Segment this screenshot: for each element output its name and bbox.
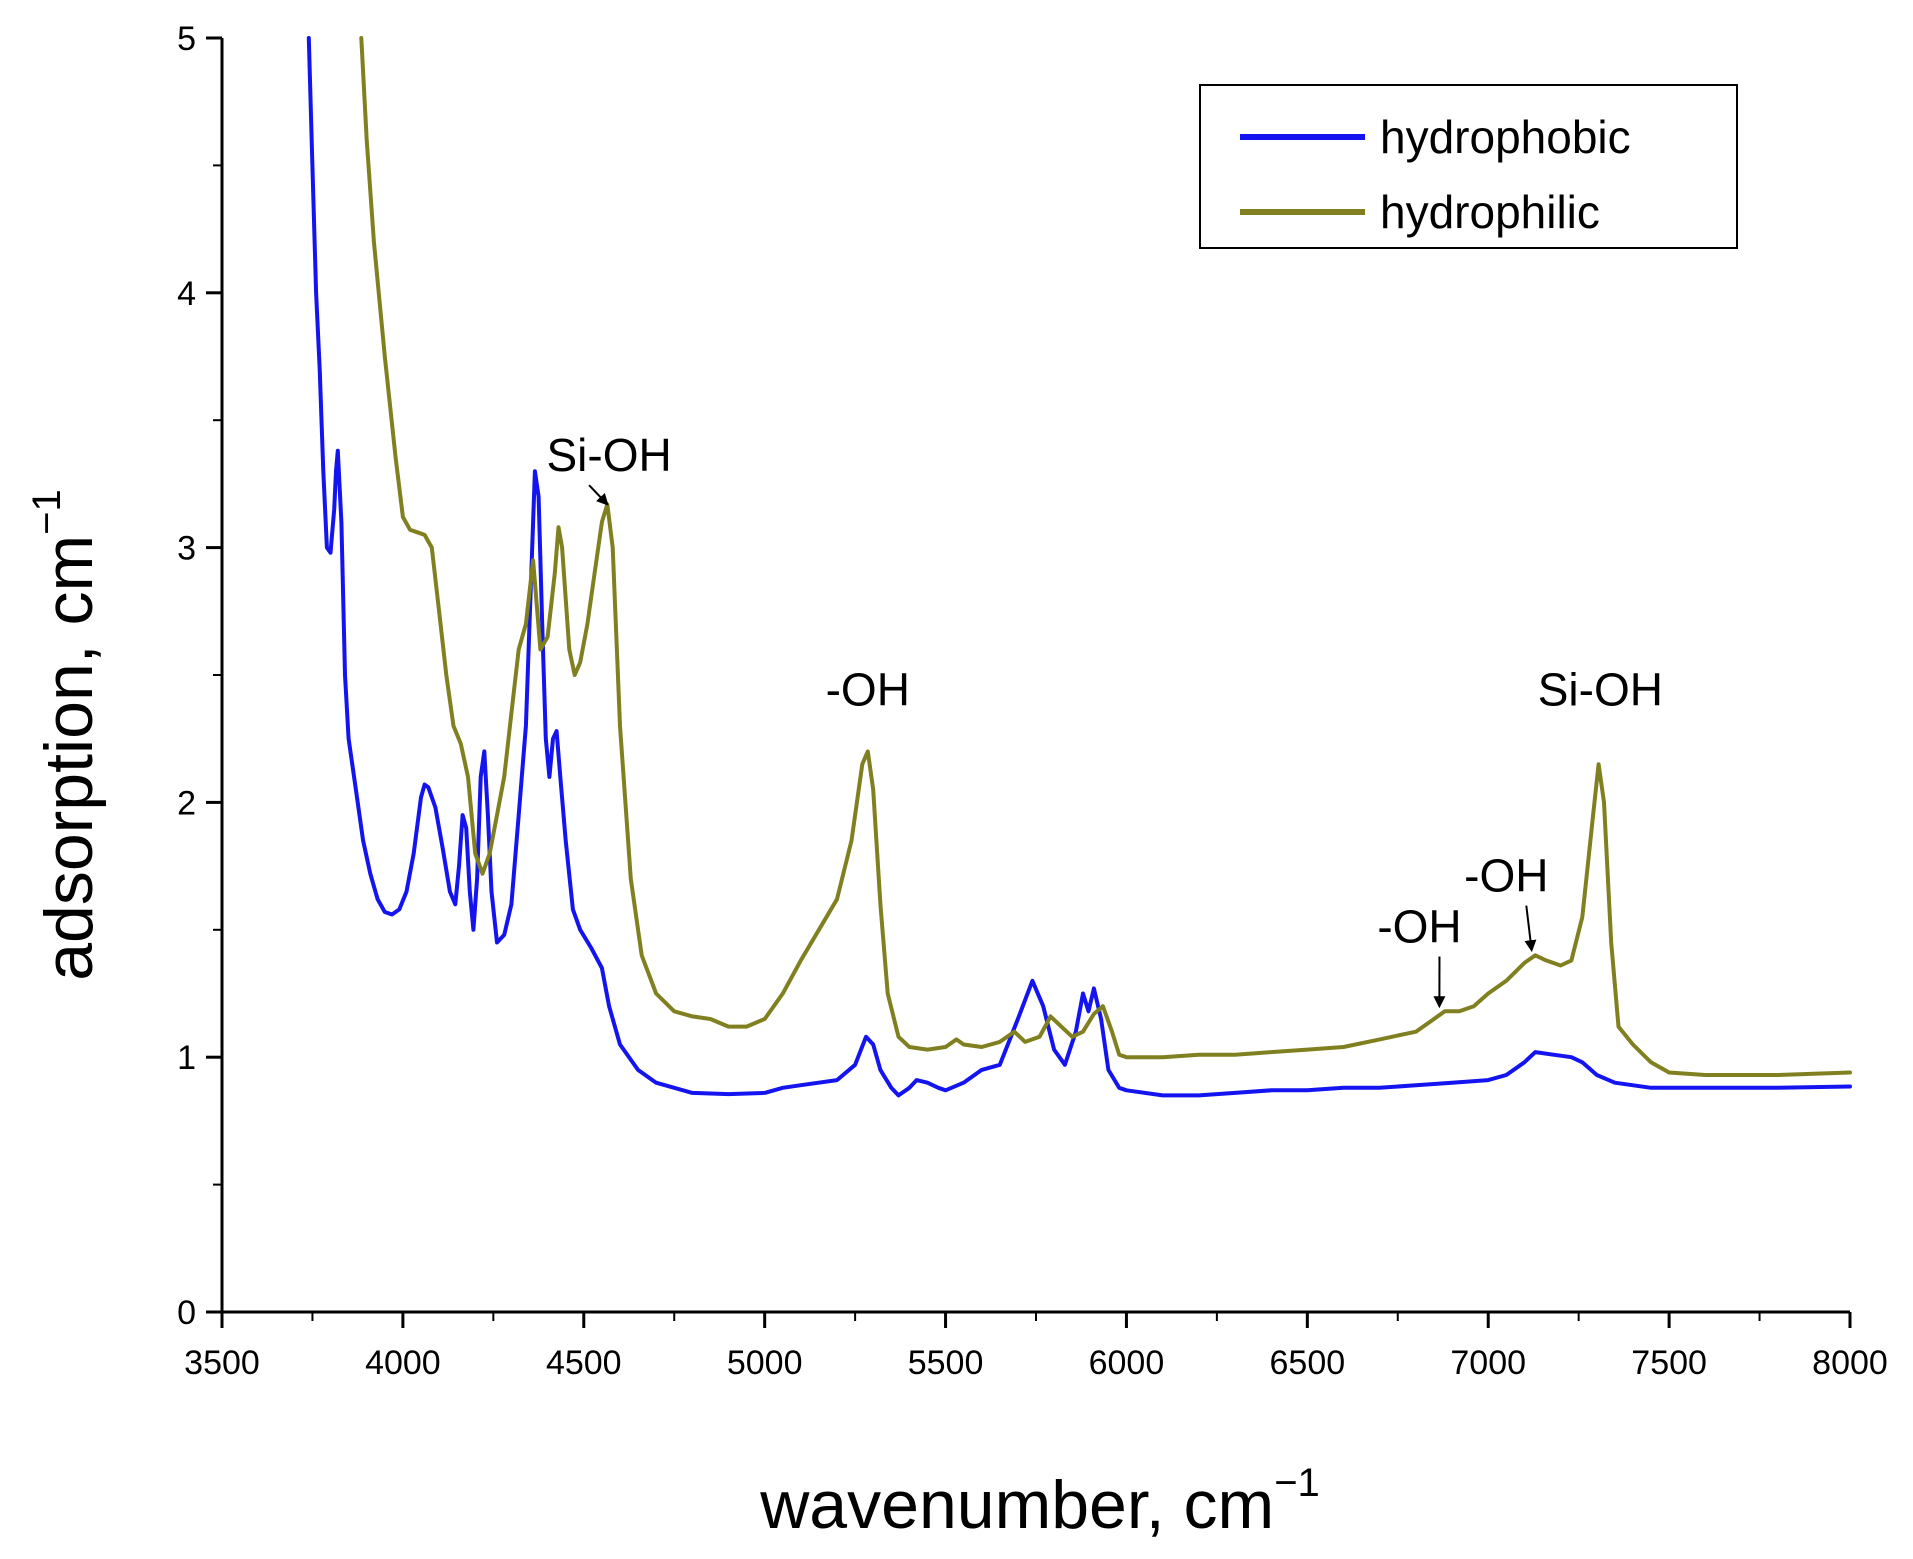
annotation-label: Si-OH — [546, 429, 671, 481]
legend-items: hydrophobic hydrophilic — [1240, 111, 1631, 238]
y-axis-title-sup: −1 — [25, 489, 69, 535]
x-tick-label: 7500 — [1631, 1344, 1707, 1382]
x-tick-label: 5000 — [727, 1344, 803, 1382]
x-tick-label: 6000 — [1089, 1344, 1165, 1382]
x-tick-label: 4500 — [546, 1344, 622, 1382]
axes: 3500 4000 4500 5000 5500 6000 6500 7000 7500 8000… — [177, 20, 1888, 1382]
series-line-hydrophilic — [359, 36, 1852, 1077]
annotation-label: -OH — [1464, 850, 1548, 902]
legend: hydrophobic hydrophilic — [1199, 84, 1738, 249]
y-axis-title: adsorption, cm−1 — [25, 489, 107, 981]
annotation-arrow — [1524, 905, 1537, 953]
x-ticks: 3500 4000 4500 5000 5500 6000 6500 7000 7500 8000 — [184, 1312, 1888, 1382]
x-axis-title: wavenumber, cm−1 — [759, 1461, 1320, 1543]
x-axis-title-text: wavenumber, cm — [759, 1467, 1274, 1543]
annotation-arrow — [588, 484, 609, 506]
x-tick-label: 4000 — [365, 1344, 441, 1382]
y-ticks: 0 1 2 3 4 5 — [177, 20, 222, 1332]
y-axis-title-text: adsorption, cm — [31, 535, 107, 981]
x-tick-label: 5500 — [908, 1344, 984, 1382]
x-tick-label: 6500 — [1270, 1344, 1346, 1382]
legend-label-hydrophilic: hydrophilic — [1380, 186, 1600, 238]
x-tick-label: 8000 — [1812, 1344, 1888, 1382]
x-tick-label: 3500 — [184, 1344, 260, 1382]
legend-label-hydrophobic: hydrophobic — [1380, 111, 1631, 163]
y-tick-label: 4 — [177, 275, 196, 313]
annotations: Si-OH-OH Si-OH-OH-OH — [546, 429, 1663, 1009]
annotation-label: -OH — [826, 664, 910, 716]
series-layer — [306, 36, 1852, 1098]
y-tick-label: 3 — [177, 530, 196, 568]
y-tick-label: 0 — [177, 1294, 196, 1332]
x-tick-label: 7000 — [1450, 1344, 1526, 1382]
x-axis-title-sup: −1 — [1274, 1461, 1320, 1505]
y-tick-label: 1 — [177, 1039, 196, 1077]
annotation-label: Si-OH — [1538, 664, 1663, 716]
annotation-label: -OH — [1377, 901, 1461, 953]
y-tick-label: 5 — [177, 20, 196, 58]
series-line-hydrophobic — [306, 36, 1852, 1098]
y-tick-label: 2 — [177, 784, 196, 822]
legend-box — [1199, 84, 1738, 249]
plot-area — [306, 36, 1852, 1098]
